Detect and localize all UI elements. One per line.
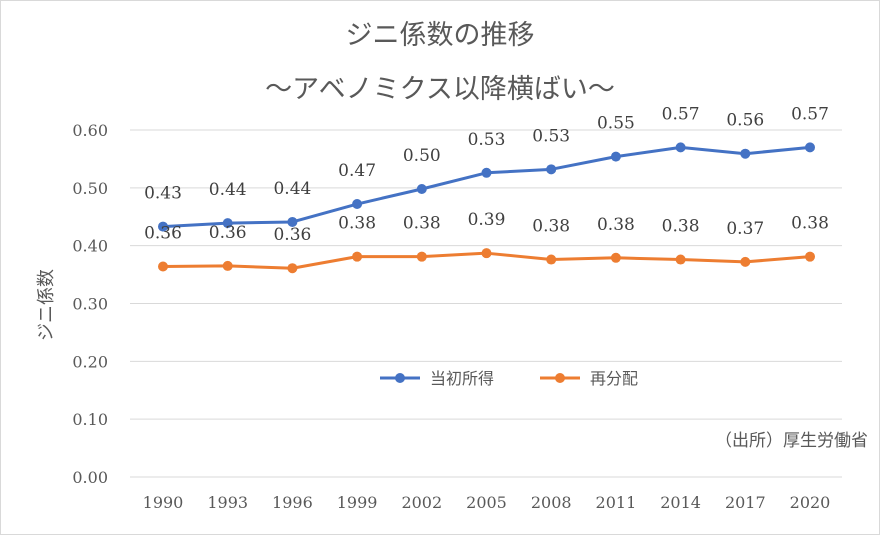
data-label: 0.37: [726, 219, 764, 239]
data-label: 0.36: [144, 223, 182, 243]
data-point: [610, 252, 621, 263]
x-tick-label: 1996: [272, 493, 313, 512]
series-redistribution: 0.36 0.36 0.36 0.38 0.38 0.39 0.38 0.38 0.38 0.37…: [144, 210, 829, 274]
data-label: 0.38: [532, 217, 570, 237]
data-point: [287, 216, 298, 227]
data-point: [740, 256, 751, 267]
data-label: 0.55: [597, 114, 635, 134]
data-point: [546, 254, 557, 265]
data-point: [352, 251, 363, 262]
data-point: [805, 251, 815, 262]
y-tick-label: 0.20: [72, 352, 108, 371]
data-label: 0.53: [532, 126, 570, 146]
data-point: [352, 199, 363, 210]
data-point: [481, 248, 492, 259]
data-label: 0.57: [662, 104, 700, 124]
data-point: [610, 151, 621, 162]
legend-marker: [555, 373, 565, 383]
legend-label: 当初所得: [430, 369, 494, 388]
y-tick-label: 0.40: [72, 237, 108, 256]
data-label: 0.53: [468, 130, 506, 150]
data-label: 0.56: [726, 111, 764, 131]
y-tick-label: 0.50: [72, 179, 108, 198]
x-tick-label: 2017: [725, 493, 766, 512]
x-tick-label: 1990: [143, 493, 184, 512]
x-tick-label: 2002: [401, 493, 442, 512]
data-point: [287, 263, 298, 274]
data-label: 0.38: [403, 214, 441, 234]
data-label: 0.36: [273, 225, 311, 245]
data-point: [158, 261, 168, 272]
data-label: 0.44: [209, 180, 247, 200]
data-point: [158, 221, 168, 232]
source-note: （出所）厚生労働省: [715, 431, 868, 451]
y-tick-label: 0.60: [72, 121, 108, 140]
data-point: [740, 148, 751, 159]
x-tick-label: 1993: [207, 493, 248, 512]
y-tick-label: 0.10: [72, 410, 108, 429]
legend: 当初所得 再分配: [380, 369, 638, 388]
data-point: [416, 183, 427, 194]
data-label: 0.43: [144, 184, 182, 204]
y-tick-label: 0.30: [72, 295, 108, 314]
chart-title: ジニ係数の推移: [346, 20, 535, 51]
data-label: 0.38: [338, 214, 376, 234]
data-label: 0.57: [791, 104, 829, 124]
data-label: 0.38: [791, 214, 829, 234]
data-label: 0.36: [209, 223, 247, 243]
data-point: [222, 218, 233, 229]
x-tick-label: 2014: [660, 493, 701, 512]
data-point: [481, 167, 492, 178]
x-tick-label: 1999: [337, 493, 378, 512]
x-tick-label: 2011: [596, 493, 637, 512]
data-label: 0.39: [468, 210, 506, 230]
data-label: 0.47: [338, 161, 376, 181]
data-label: 0.38: [597, 215, 635, 235]
x-tick-label: 2008: [531, 493, 572, 512]
x-tick-label: 2020: [790, 493, 831, 512]
chart-subtitle: ～アベノミクス以降横ばい～: [265, 74, 615, 105]
data-point: [675, 254, 686, 265]
series-initial-income: 0.43 0.44 0.44 0.47 0.50 0.53 0.53 0.55 0.57 0.56…: [144, 104, 829, 232]
data-point: [416, 251, 427, 262]
data-label: 0.50: [403, 146, 441, 166]
x-tick-label: 2005: [466, 493, 507, 512]
legend-marker: [395, 373, 405, 383]
data-point: [546, 164, 557, 175]
y-tick-label: 0.00: [72, 468, 108, 487]
data-label: 0.44: [273, 179, 311, 199]
data-point: [675, 142, 686, 153]
data-label: 0.38: [662, 217, 700, 237]
legend-label: 再分配: [590, 369, 638, 388]
data-point: [805, 142, 815, 153]
y-axis-label: ジニ係数: [36, 269, 57, 341]
data-point: [222, 260, 233, 271]
